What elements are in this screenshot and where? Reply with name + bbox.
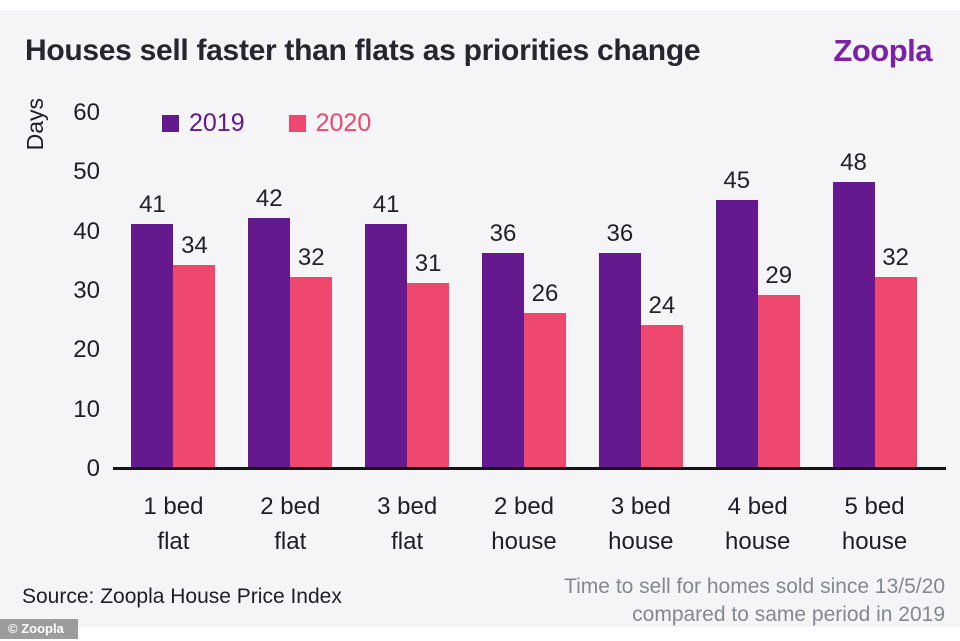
y-tick-50: 50 [73,158,100,186]
y-tick-10: 10 [73,395,100,423]
bar-value-2019-2-bed-flat: 42 [255,184,283,212]
bar-value-2019-5-bed-house: 48 [840,149,867,177]
zoopla-watermark-badge: © Zoopla [0,619,78,639]
bar-2020-3-bed-flat [407,283,450,467]
bar-2020-4-bed-house [757,294,800,467]
bar-value-2020-2-bed-flat: 32 [297,244,325,272]
bar-value-2019-4-bed-house: 45 [723,167,751,194]
x-label-line: house [725,528,791,555]
x-label-line: flat [391,528,424,555]
x-label-1-bed-flat: 1 bed flat [111,489,235,559]
bar-value-2019-3-bed-house: 36 [606,220,634,248]
bar-2019-3-bed-house [598,253,641,467]
x-label-line: 3 bed [377,493,438,520]
x-label-line: house [841,528,908,555]
y-tick-20: 20 [73,336,100,364]
bar-2020-2-bed-flat [290,277,333,467]
x-label-line: flat [274,528,307,555]
bar-2019-4-bed-house [715,200,758,467]
x-label-line: house [491,528,557,555]
bar-value-2020-3-bed-flat: 31 [414,250,442,278]
bar-2019-1-bed-flat [131,223,174,467]
bar-value-2020-3-bed-house: 24 [648,291,676,319]
footnote-line2: compared to same period in 2019 [632,603,945,626]
y-tick-60: 60 [73,99,100,126]
x-label-line: 4 bed [727,493,788,520]
bar-2019-2-bed-house [482,253,524,467]
x-label-4-bed-house: 4 bed house [696,489,820,559]
legend-swatch-2019 [162,115,179,132]
legend-label-2019: 2019 [189,109,245,137]
legend-item-2019: 2019 [162,109,245,138]
y-tick-40: 40 [73,217,100,245]
chart-title: Houses sell faster than flats as priorit… [25,34,701,67]
x-label-3-bed-flat: 3 bed flat [345,489,469,559]
x-label-line: 2 bed [493,493,555,520]
bar-2019-5-bed-house [832,182,875,467]
bar-value-2020-2-bed-house: 26 [531,279,559,307]
zoopla-logo: Zoopla [833,33,932,68]
bar-2020-2-bed-house [524,312,566,467]
x-label-2-bed-house: 2 bed house [462,489,586,559]
legend-item-2020: 2020 [288,109,372,138]
bar-value-2019-3-bed-flat: 41 [372,190,400,218]
bar-2020-1-bed-flat [173,265,216,467]
x-label-2-bed-flat: 2 bed flat [228,489,352,559]
x-label-line: 5 bed [844,493,905,520]
bar-value-2020-4-bed-house: 29 [765,261,793,289]
y-tick-30: 30 [73,277,100,304]
bar-value-2020-1-bed-flat: 34 [181,232,208,260]
x-label-line: 2 bed [260,493,321,520]
bar-2020-3-bed-house [640,324,683,467]
footnote-line1: Time to sell for homes sold since 13/5/2… [564,575,945,598]
x-label-line: 1 bed [143,493,204,520]
bar-value-2019-1-bed-flat: 41 [139,190,166,218]
x-label-5-bed-house: 5 bed house [813,489,937,559]
bar-2019-2-bed-flat [248,217,291,467]
x-label-3-bed-house: 3 bed house [579,489,703,559]
bar-value-2019-2-bed-house: 36 [489,220,517,248]
x-label-line: 3 bed [610,493,671,520]
legend: 2019 2020 [162,109,371,138]
bar-value-2020-5-bed-house: 32 [882,244,909,272]
x-label-line: house [608,528,674,555]
footnote: Time to sell for homes sold since 13/5/2… [564,573,945,629]
x-label-line: flat [157,528,190,555]
legend-swatch-2020 [288,115,306,132]
bar-2019-3-bed-flat [365,223,408,467]
legend-label-2020: 2020 [315,109,372,137]
x-axis-line [113,467,946,470]
y-tick-0: 0 [86,455,100,482]
bar-2020-5-bed-house [874,277,917,467]
source-caption: Source: Zoopla House Price Index [22,585,342,608]
